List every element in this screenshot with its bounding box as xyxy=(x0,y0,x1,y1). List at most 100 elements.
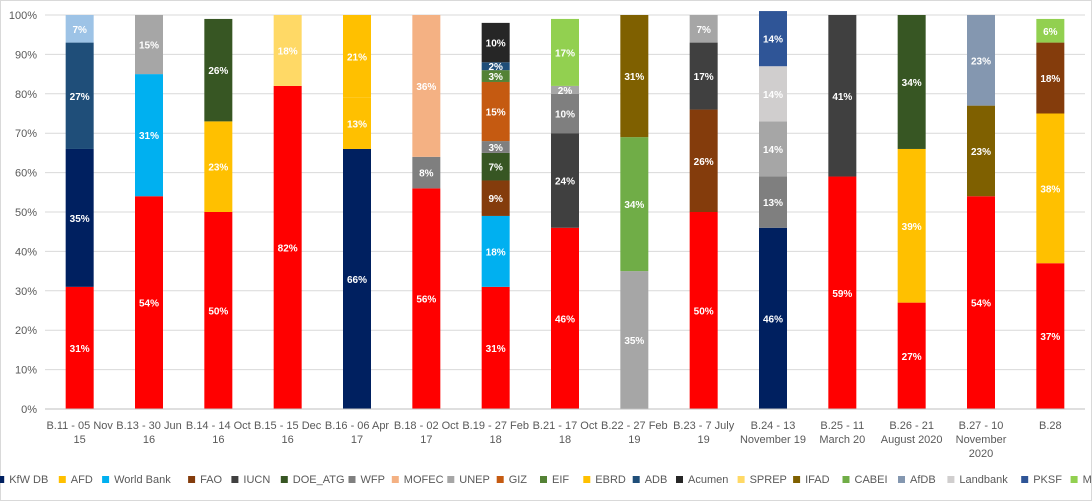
bar-segment xyxy=(481,22,510,63)
data-label: 2% xyxy=(558,86,573,97)
legend-label: ADB xyxy=(645,474,668,486)
data-label: 13% xyxy=(347,119,367,130)
data-label: 38% xyxy=(1040,184,1060,195)
legend-label: AfDB xyxy=(910,474,936,486)
data-label: 15% xyxy=(486,108,506,119)
y-tick-label: 10% xyxy=(15,365,37,377)
data-label: 3% xyxy=(488,72,503,83)
legend-item: AFD xyxy=(58,474,93,486)
data-label: 66% xyxy=(347,275,367,286)
x-tick-label: November 19 xyxy=(740,434,806,446)
bar-segment xyxy=(551,227,579,409)
legend-label: AFD xyxy=(71,474,93,486)
x-tick-label: 18 xyxy=(559,434,571,446)
data-label: 31% xyxy=(624,72,644,83)
legend-item: PKSF xyxy=(1021,474,1062,486)
data-label: 18% xyxy=(486,247,506,258)
bar-segment xyxy=(759,227,787,409)
data-label: 8% xyxy=(419,169,434,180)
bar-segment xyxy=(551,93,579,134)
bar-segment xyxy=(343,148,371,409)
y-tick-label: 100% xyxy=(9,10,37,22)
x-tick-label: B.19 - 27 Feb xyxy=(462,420,529,432)
bar-segment xyxy=(689,212,718,409)
y-tick-label: 70% xyxy=(15,128,37,140)
legend-swatch xyxy=(676,476,683,483)
data-label: 13% xyxy=(763,198,783,209)
legend-label: UNEP xyxy=(459,474,490,486)
x-tick-label: B.11 - 05 Nov xyxy=(46,420,113,432)
x-tick-label: March 20 xyxy=(819,434,865,446)
bar-segment xyxy=(273,15,302,86)
y-tick-label: 80% xyxy=(15,89,37,101)
legend-label: WFP xyxy=(361,474,385,486)
data-label: 31% xyxy=(70,344,90,355)
data-label: 15% xyxy=(139,41,159,52)
legend-item: WFP xyxy=(348,474,385,486)
legend-item: IFAD xyxy=(793,474,830,486)
bar-segment xyxy=(689,15,718,43)
bar-segment xyxy=(481,215,510,287)
data-label: 3% xyxy=(488,143,503,154)
data-label: 26% xyxy=(694,157,714,168)
legend-swatch xyxy=(898,476,905,483)
y-tick-label: 90% xyxy=(15,49,37,61)
bar-segment xyxy=(135,15,163,75)
legend-label: MOFEC xyxy=(404,474,444,486)
legend-item: EIF xyxy=(540,474,569,486)
data-label: 35% xyxy=(70,214,90,225)
y-tick-label: 20% xyxy=(15,325,37,337)
x-tick-label: 17 xyxy=(420,434,432,446)
data-label: 23% xyxy=(971,147,991,158)
bar-segment xyxy=(412,15,441,157)
bar-segment xyxy=(481,180,510,216)
bar-segment xyxy=(828,176,857,409)
legend-item: FAO xyxy=(188,474,223,486)
bar-segment xyxy=(1036,42,1065,114)
bar-segment xyxy=(551,133,579,228)
bar-segment xyxy=(897,148,926,303)
x-tick-label: B.21 - 17 Oct xyxy=(533,420,598,432)
data-label: 35% xyxy=(624,336,644,347)
legend-swatch xyxy=(1070,476,1078,483)
bar-segment xyxy=(65,286,94,409)
bar-segment xyxy=(204,18,233,122)
bar-segment xyxy=(481,70,510,82)
bar-segment xyxy=(65,148,94,287)
data-label: 50% xyxy=(208,307,228,318)
bar-segment xyxy=(273,85,302,410)
y-tick-label: 30% xyxy=(15,286,37,298)
x-tick-label: 16 xyxy=(143,434,155,446)
data-label: 7% xyxy=(72,25,87,36)
bar-segment xyxy=(759,11,787,67)
x-tick-label: B.22 - 27 Feb xyxy=(601,420,668,432)
bar-segment xyxy=(481,62,510,71)
bars xyxy=(65,11,1065,410)
bar-segment xyxy=(135,74,163,197)
legend-item: EBRD xyxy=(583,474,626,486)
legend-item: SPREP xyxy=(737,474,787,486)
data-label: 21% xyxy=(347,52,367,63)
x-tick-label: August 2020 xyxy=(881,434,943,446)
legend-swatch xyxy=(496,476,504,483)
legend-swatch xyxy=(58,476,66,483)
bar-segment xyxy=(1036,113,1065,264)
data-label: 37% xyxy=(1040,332,1060,343)
data-label: 10% xyxy=(555,110,575,121)
legend-swatch xyxy=(188,476,196,483)
data-label: 18% xyxy=(278,46,298,57)
bar-segment xyxy=(689,42,718,110)
data-label: 27% xyxy=(70,92,90,103)
x-tick-label: B.26 - 21 xyxy=(889,420,934,432)
x-tick-label: 15 xyxy=(74,434,86,446)
legend-item: GIZ xyxy=(496,474,527,486)
legend-item: UNEP xyxy=(447,474,490,486)
x-tick-label: 19 xyxy=(698,434,710,446)
bar-segment xyxy=(967,105,995,197)
x-tick-label: 16 xyxy=(282,434,294,446)
legend-label: World Bank xyxy=(114,474,171,486)
data-label: 14% xyxy=(763,90,783,101)
data-label: 46% xyxy=(763,314,783,325)
legend-label: Landbank xyxy=(959,474,1008,486)
legend-swatch xyxy=(102,476,110,483)
